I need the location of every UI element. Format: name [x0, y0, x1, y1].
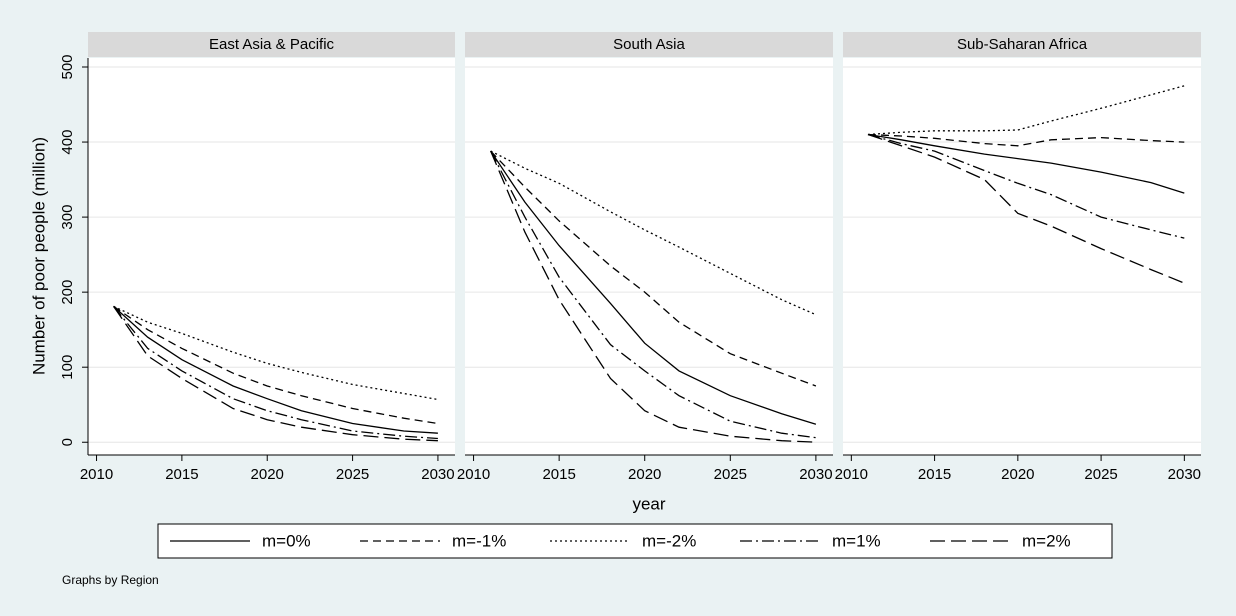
series-line [113, 306, 438, 442]
y-tick-label: 400 [59, 130, 76, 155]
panel-title: South Asia [613, 36, 685, 53]
series-line [113, 305, 438, 440]
series-line [867, 133, 1185, 194]
x-tick-label: 2025 [336, 466, 369, 483]
note: Graphs by Region [62, 573, 159, 587]
legend-label: m=1% [832, 531, 881, 550]
y-tick-label: 500 [59, 54, 76, 79]
x-tick-label: 2015 [542, 466, 575, 483]
series-line [490, 150, 816, 439]
x-tick-label: 2025 [714, 466, 747, 483]
series-line [113, 305, 438, 434]
plot-area [465, 58, 833, 455]
series-line [113, 305, 439, 401]
series-line [490, 150, 817, 425]
plot-area [843, 58, 1201, 455]
x-tick-label: 2025 [1084, 466, 1117, 483]
series-line [490, 150, 817, 387]
x-tick-label: 2010 [80, 466, 113, 483]
series-line [867, 85, 1185, 136]
y-tick-label: 0 [59, 438, 76, 446]
y-tick-label: 300 [59, 205, 76, 230]
x-tick-label: 2015 [918, 466, 951, 483]
panel-header [843, 32, 1201, 57]
panel-title: East Asia & Pacific [209, 36, 335, 53]
x-tick-label: 2030 [421, 466, 454, 483]
series-line [867, 133, 1185, 147]
x-tick-label: 2030 [1168, 466, 1201, 483]
panel-title: Sub-Saharan Africa [957, 36, 1088, 53]
legend-label: m=-2% [642, 531, 696, 550]
panel-header [465, 32, 833, 57]
y-axis-label: Number of poor people (million) [29, 137, 48, 375]
y-tick-label: 100 [59, 355, 76, 380]
series-line [113, 305, 438, 425]
x-tick-label: 2020 [628, 466, 661, 483]
x-axis-label: year [632, 494, 665, 513]
x-tick-label: 2015 [165, 466, 198, 483]
legend-label: m=2% [1022, 531, 1071, 550]
series-line [867, 133, 1185, 239]
plot-area [88, 58, 455, 455]
x-tick-label: 2010 [457, 466, 490, 483]
x-tick-label: 2030 [799, 466, 832, 483]
y-tick-label: 200 [59, 280, 76, 305]
series-line [490, 150, 816, 443]
x-tick-label: 2020 [251, 466, 284, 483]
series-line [490, 150, 817, 316]
series-line [867, 133, 1185, 284]
legend-label: m=0% [262, 531, 311, 550]
x-tick-label: 2010 [835, 466, 868, 483]
panel-header [88, 32, 455, 57]
legend-label: m=-1% [452, 531, 506, 550]
x-tick-label: 2020 [1001, 466, 1034, 483]
